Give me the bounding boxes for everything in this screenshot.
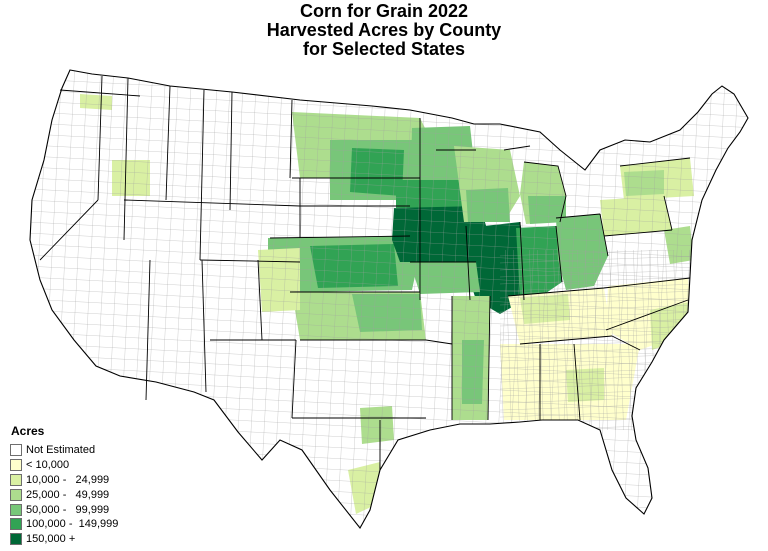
legend-title: Acres <box>11 424 45 438</box>
state-line-mountain <box>39 199 301 401</box>
legend-swatch <box>10 459 22 472</box>
map-title: Corn for Grain 2022 Harvested Acres by C… <box>0 2 768 59</box>
state-line-great-lakes <box>503 145 567 223</box>
legend-swatch <box>10 503 22 516</box>
state-line-midwest <box>410 149 691 301</box>
legend-item: < 10,000 <box>10 458 118 473</box>
legend-label: 10,000 - 24,999 <box>26 473 110 486</box>
state-line-texas <box>292 417 426 470</box>
legend-item: 25,000 - 49,999 <box>10 487 118 502</box>
state-border-layer <box>29 69 749 529</box>
legend-items: Not Estimated < 10,000 10,000 - 24,999 25,0… <box>10 443 118 547</box>
state-line-plains <box>269 118 426 419</box>
legend-swatch <box>10 518 22 531</box>
state-line-western <box>59 75 293 261</box>
legend-label: 100,000 - 149,999 <box>26 518 119 531</box>
legend-swatch <box>10 488 22 501</box>
map-title-line-3: for Selected States <box>302 39 466 59</box>
legend-item: 150,000 + <box>10 532 118 547</box>
legend-item: 50,000 - 99,999 <box>10 502 118 517</box>
legend-label: 25,000 - 49,999 <box>26 488 110 501</box>
legend-item: 10,000 - 24,999 <box>10 473 118 488</box>
legend-label: 50,000 - 99,999 <box>26 503 110 516</box>
legend-item: 100,000 - 149,999 <box>10 517 118 532</box>
map-title-line-2: Harvested Acres by County <box>266 20 502 40</box>
legend-label: < 10,000 <box>26 459 70 472</box>
legend-label: Not Estimated <box>26 444 96 457</box>
legend-swatch <box>10 444 22 457</box>
state-line-south <box>425 277 691 421</box>
legend-label: 150,000 + <box>26 533 76 546</box>
map-title-line-1: Corn for Grain 2022 <box>299 1 469 21</box>
legend-swatch <box>10 533 22 546</box>
legend-swatch <box>10 473 22 486</box>
legend-item: Not Estimated <box>10 443 118 458</box>
legend: Acres Not Estimated < 10,000 10,000 - 24,9… <box>10 424 118 547</box>
